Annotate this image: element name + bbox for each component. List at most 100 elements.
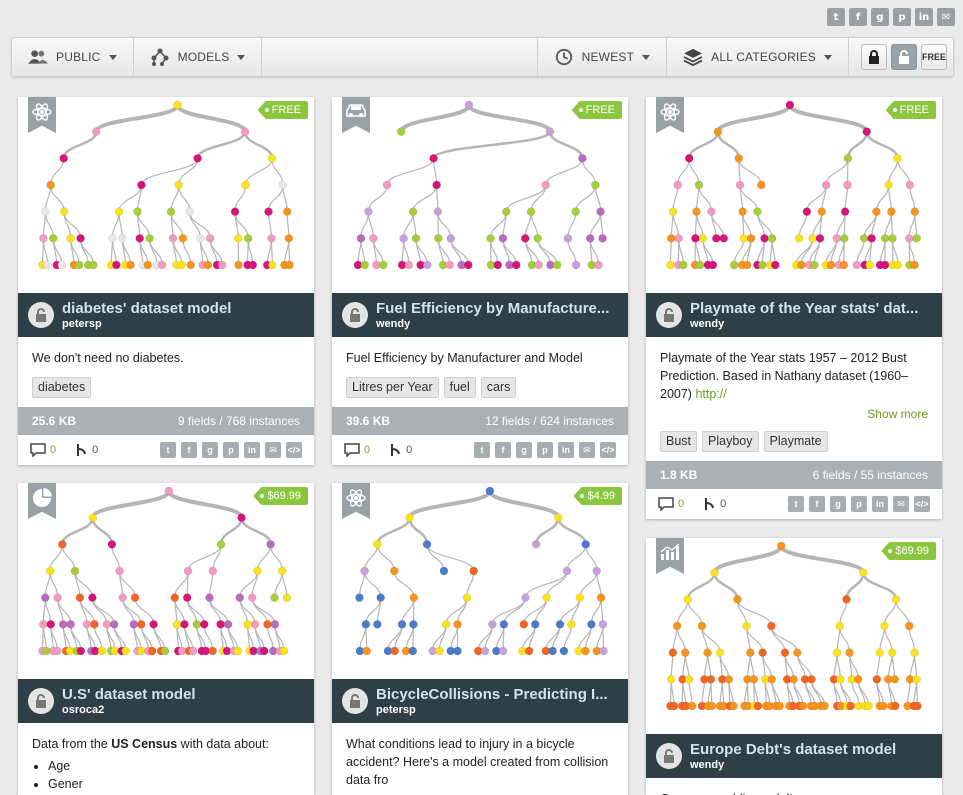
model-tree-thumbnail[interactable]: FREE [646, 97, 942, 293]
embed-code-icon[interactable]: </> [600, 442, 616, 458]
model-tree-thumbnail[interactable]: $4.99 [332, 483, 628, 679]
linkedin-icon[interactable]: in [872, 496, 888, 512]
show-more-link[interactable]: Show more [867, 407, 928, 421]
private-filter-button[interactable] [861, 44, 887, 70]
twitter-icon[interactable]: t [160, 442, 176, 458]
twitter-icon[interactable]: t [788, 496, 804, 512]
description-link[interactable]: http:// [695, 387, 727, 401]
facebook-icon[interactable]: f [809, 496, 825, 512]
card-footer: 0 0 t f g p in ✉ </> [332, 435, 628, 465]
email-icon[interactable]: ✉ [893, 496, 909, 512]
tag[interactable]: Bust [660, 431, 698, 452]
model-title[interactable]: BicycleCollisions - Predicting I... [376, 686, 608, 703]
linkedin-icon[interactable]: in [244, 442, 260, 458]
model-card[interactable]: $4.99 BicycleCollisions - Predicting I..… [332, 483, 628, 795]
tag[interactable]: Litres per Year [346, 377, 439, 398]
model-owner[interactable]: osroca2 [62, 704, 105, 716]
pinterest-icon[interactable]: p [223, 442, 239, 458]
card-title-bar: Fuel Efficiency by Manufacture... wendy [332, 293, 628, 337]
model-owner[interactable]: wendy [690, 318, 725, 330]
forks-count[interactable]: 0 [74, 443, 98, 457]
lock-closed-icon [869, 50, 879, 64]
facebook-icon[interactable]: f [849, 8, 867, 26]
tag-list: diabetes [18, 367, 314, 398]
model-tree-thumbnail[interactable]: FREE [332, 97, 628, 293]
comment-icon [344, 443, 360, 457]
comments-count[interactable]: 0 [30, 443, 56, 457]
model-title[interactable]: U.S' dataset model [62, 686, 196, 703]
model-card[interactable]: FREE Fuel Efficiency by Manufacture... we… [332, 97, 628, 465]
google-plus-icon[interactable]: g [516, 442, 532, 458]
chevron-down-icon [824, 54, 832, 60]
model-title[interactable]: Fuel Efficiency by Manufacture... [376, 300, 610, 317]
email-icon[interactable]: ✉ [265, 442, 281, 458]
share-icons: t f g p in ✉ </> [160, 442, 302, 458]
price-tag: $69.99 [881, 542, 936, 560]
fields-instances: 12 fields / 624 instances [485, 414, 614, 428]
model-owner[interactable]: petersp [62, 318, 102, 330]
show-more-link[interactable]: Show more [332, 789, 628, 795]
card-title-bar: Playmate of the Year stats' dat... wendy [646, 293, 942, 337]
pinterest-icon[interactable]: p [537, 442, 553, 458]
model-title[interactable]: diabetes' dataset model [62, 300, 232, 317]
model-description: Fuel Efficiency by Manufacturer and Mode… [346, 351, 583, 365]
lock-icon [342, 302, 368, 328]
forks-count[interactable]: 0 [388, 443, 412, 457]
model-tree-thumbnail[interactable]: FREE [18, 97, 314, 293]
dataset-stats-bar: 39.6 KB 12 fields / 624 instances [332, 407, 628, 435]
email-icon[interactable]: ✉ [937, 8, 955, 26]
twitter-icon[interactable]: t [827, 8, 845, 26]
model-card[interactable]: FREE Playmate of the Year stats' dat... w… [646, 97, 942, 519]
fields-instances: 9 fields / 768 instances [177, 414, 300, 428]
forks-count[interactable]: 0 [702, 497, 726, 511]
price-tag: FREE [571, 101, 622, 119]
model-owner[interactable]: petersp [376, 704, 416, 716]
tag[interactable]: cars [480, 377, 517, 398]
facebook-icon[interactable]: f [181, 442, 197, 458]
google-plus-icon[interactable]: g [830, 496, 846, 512]
tag[interactable]: Playmate [763, 431, 828, 452]
embed-code-icon[interactable]: </> [914, 496, 930, 512]
category-dropdown[interactable]: ALL CATEGORIES [666, 38, 848, 76]
email-icon[interactable]: ✉ [579, 442, 595, 458]
type-dropdown[interactable]: MODELS [134, 38, 263, 76]
clock-icon [555, 48, 572, 66]
comments-count[interactable]: 0 [658, 497, 684, 511]
linkedin-icon[interactable]: in [558, 442, 574, 458]
model-owner[interactable]: wendy [376, 318, 411, 330]
lock-icon [342, 688, 368, 714]
tag[interactable]: diabetes [32, 377, 92, 398]
free-filter-button[interactable]: FREE [921, 44, 947, 70]
google-plus-icon[interactable]: g [871, 8, 889, 26]
decision-tree-graphic [38, 100, 294, 270]
model-title[interactable]: Europe Debt's dataset model [690, 741, 897, 758]
comment-icon [658, 497, 674, 511]
pinterest-icon[interactable]: p [851, 496, 867, 512]
comments-count[interactable]: 0 [344, 443, 370, 457]
google-plus-icon[interactable]: g [202, 442, 218, 458]
model-tree-thumbnail[interactable]: $69.99 [646, 538, 942, 734]
facebook-icon[interactable]: f [495, 442, 511, 458]
category-label: ALL CATEGORIES [711, 50, 816, 64]
model-card[interactable]: FREE diabetes' dataset model petersp We do… [18, 97, 314, 465]
model-title[interactable]: Playmate of the Year stats' dat... [690, 300, 919, 317]
model-description: We don't need no diabetes. [32, 351, 184, 365]
card-title-bar: diabetes' dataset model petersp [18, 293, 314, 337]
public-filter-button[interactable] [891, 44, 917, 70]
linkedin-icon[interactable]: in [915, 8, 933, 26]
chevron-down-icon [108, 54, 117, 60]
tag[interactable]: fuel [443, 377, 476, 398]
sort-dropdown[interactable]: NEWEST [536, 38, 667, 76]
model-owner[interactable]: wendy [690, 759, 725, 771]
model-card[interactable]: $69.99 U.S' dataset model osroca2 Data fro… [18, 483, 314, 795]
model-card[interactable]: $69.99 Europe Debt's dataset modelwendyO… [646, 538, 942, 795]
twitter-icon[interactable]: t [474, 442, 490, 458]
visibility-dropdown[interactable]: PUBLIC [12, 38, 134, 76]
pinterest-icon[interactable]: p [893, 8, 911, 26]
lock-icon [28, 302, 54, 328]
tag[interactable]: Playboy [702, 431, 759, 452]
model-description: Playmate of the Year stats 1957 – 2012 B… [660, 351, 909, 401]
embed-code-icon[interactable]: </> [286, 442, 302, 458]
model-tree-thumbnail[interactable]: $69.99 [18, 483, 314, 679]
card-title-bar: Europe Debt's dataset model wendy [646, 734, 942, 778]
